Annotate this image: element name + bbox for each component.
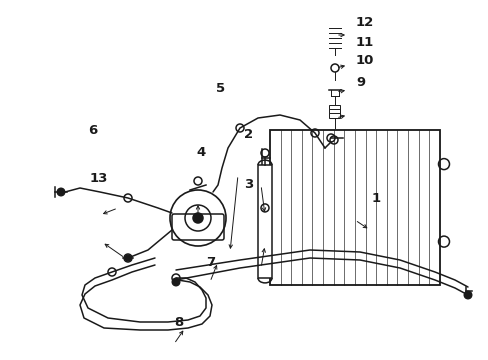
Text: 13: 13 — [90, 171, 108, 184]
Circle shape — [172, 278, 180, 286]
Bar — [329, 105, 340, 118]
Text: 8: 8 — [174, 315, 183, 328]
Text: 4: 4 — [196, 145, 205, 158]
FancyBboxPatch shape — [172, 214, 224, 240]
Circle shape — [463, 291, 471, 299]
Text: 7: 7 — [205, 256, 215, 269]
Text: 2: 2 — [244, 129, 253, 141]
Circle shape — [125, 255, 131, 261]
Bar — [269, 130, 439, 285]
Circle shape — [193, 213, 203, 223]
Text: 5: 5 — [216, 81, 224, 94]
Text: 11: 11 — [355, 36, 373, 49]
Circle shape — [57, 188, 65, 196]
Text: 12: 12 — [355, 15, 373, 28]
Bar — [258, 165, 271, 278]
Text: 9: 9 — [355, 76, 365, 89]
Text: 6: 6 — [88, 123, 97, 136]
Text: 1: 1 — [371, 192, 380, 204]
Text: 10: 10 — [355, 54, 374, 68]
Text: 3: 3 — [244, 179, 253, 192]
